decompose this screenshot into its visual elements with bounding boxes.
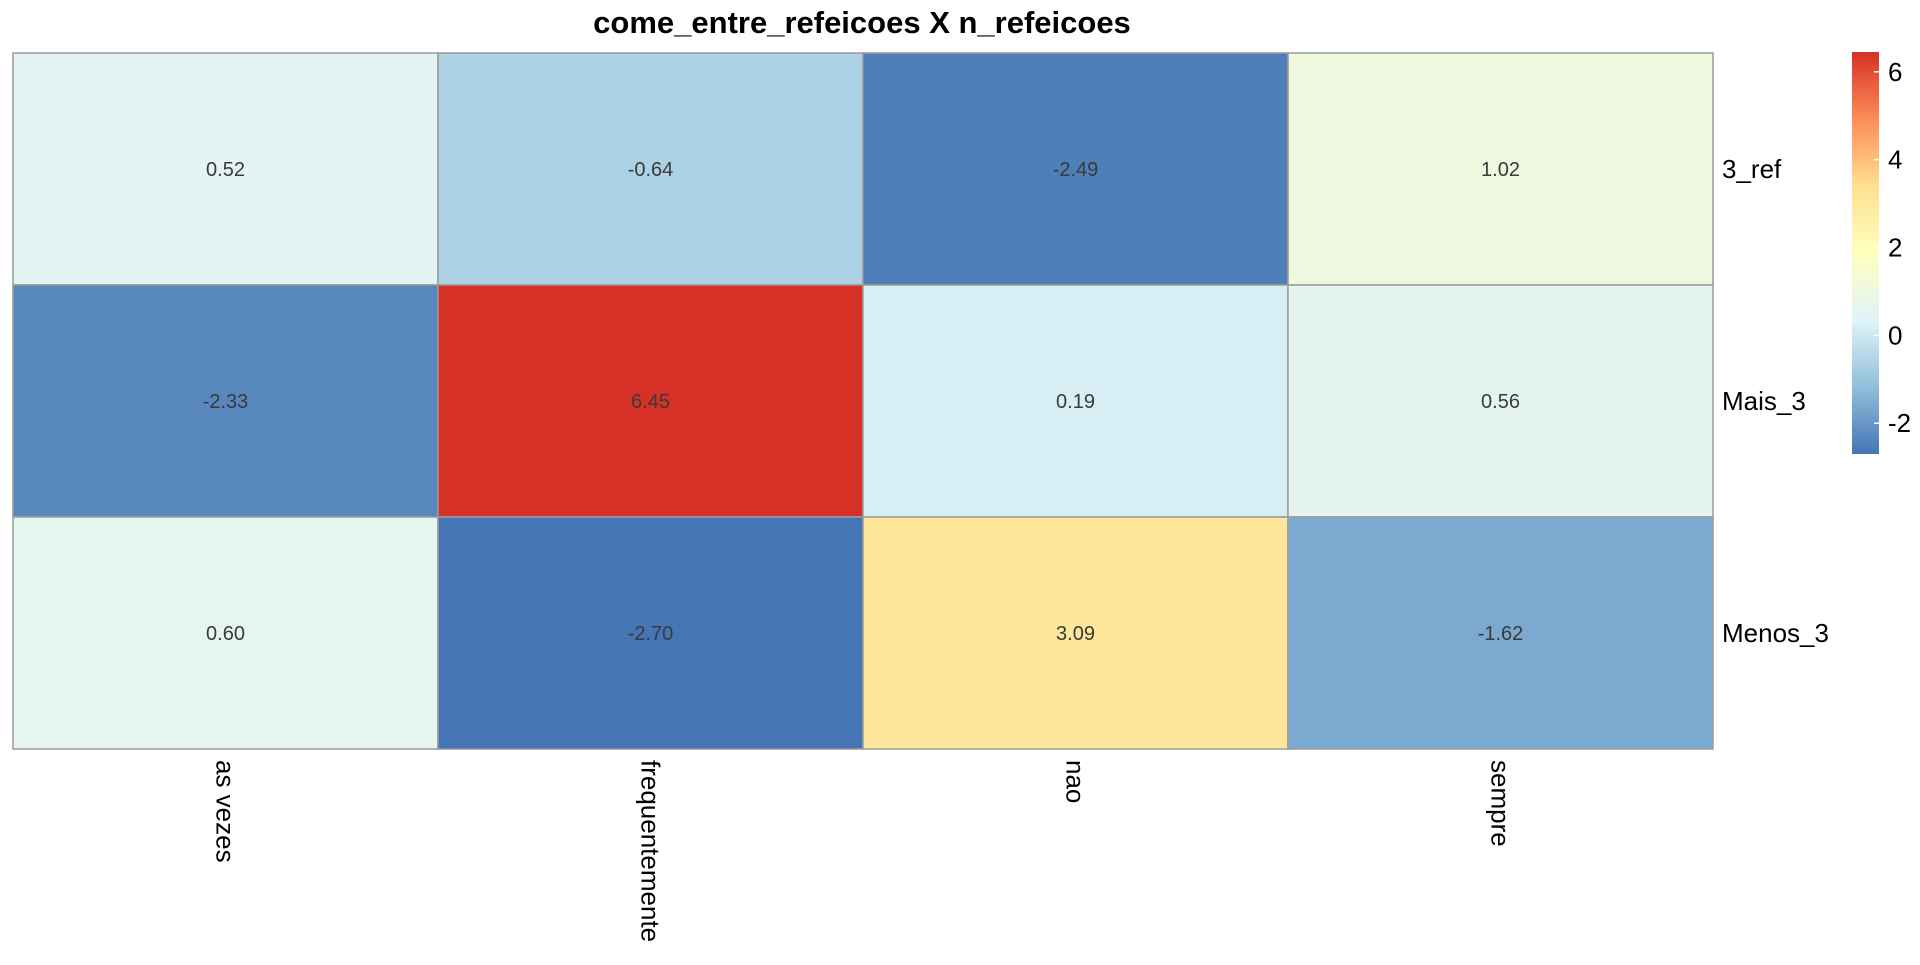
heatmap-cell <box>437 516 864 750</box>
cell-value-label: -2.70 <box>628 623 674 645</box>
heatmap-cell <box>12 516 439 750</box>
heatmap-cell <box>1287 52 1714 286</box>
legend-tick-label: 2 <box>1888 233 1902 263</box>
cell-value-label: -0.64 <box>628 159 674 181</box>
cell-value-label: 3.09 <box>1056 623 1095 645</box>
heatmap-cell <box>1287 284 1714 518</box>
column-label: frequentemente <box>636 760 666 942</box>
chart-title: come_entre_refeicoes X n_refeicoes <box>593 5 1131 40</box>
column-labels: as vezes frequentemente nao sempre <box>211 760 1516 942</box>
heatmap-cell <box>862 284 1289 518</box>
heatmap-cell <box>12 284 439 518</box>
row-labels: 3_ref Mais_3 Menos_3 <box>1722 154 1829 648</box>
legend-tick-label: 0 <box>1888 320 1902 350</box>
cell-value-label: 0.52 <box>206 159 245 181</box>
row-label: Mais_3 <box>1722 386 1806 416</box>
row-label: 3_ref <box>1722 154 1782 184</box>
row-label: Menos_3 <box>1722 618 1829 648</box>
cell-value-label: 1.02 <box>1481 159 1520 181</box>
column-label: as vezes <box>211 760 241 863</box>
heatmap-cell <box>12 52 439 286</box>
legend-tick-label: 4 <box>1888 145 1902 175</box>
heatmap-cell <box>437 52 864 286</box>
cell-value-label: -2.33 <box>203 391 249 413</box>
heatmap-cells: 0.52 -0.64 -2.49 1.02 -2.33 6.45 0.19 0.56 0.60 -… <box>12 52 1714 750</box>
heatmap-cell <box>1287 516 1714 750</box>
heatmap-cell <box>437 284 864 518</box>
heatmap-cell <box>862 52 1289 286</box>
legend-tick-label: 6 <box>1888 57 1902 87</box>
column-label: sempre <box>1486 760 1516 847</box>
column-label: nao <box>1061 760 1091 803</box>
legend-tick-label: -2 <box>1888 408 1911 438</box>
color-legend: -2 0 2 4 6 <box>1852 52 1911 454</box>
cell-value-label: -1.62 <box>1478 623 1524 645</box>
cell-value-label: 0.56 <box>1481 391 1520 413</box>
cell-value-label: 6.45 <box>631 391 670 413</box>
legend-color-bar <box>1852 52 1879 454</box>
cell-value-label: 0.19 <box>1056 391 1095 413</box>
cell-value-label: -2.49 <box>1053 159 1099 181</box>
cell-value-label: 0.60 <box>206 623 245 645</box>
